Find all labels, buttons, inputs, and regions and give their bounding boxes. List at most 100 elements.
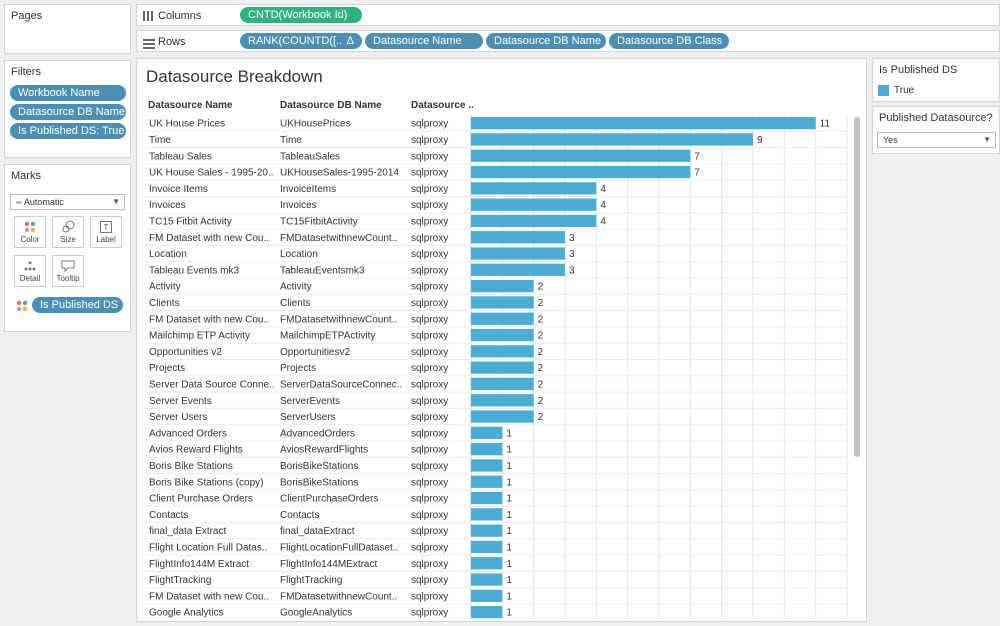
row-datasource-db-class: sqlproxy bbox=[411, 282, 448, 293]
row-datasource-db-name: Clients bbox=[280, 298, 311, 309]
bar bbox=[471, 280, 534, 293]
filters-title: Filters bbox=[11, 66, 41, 78]
marks-label-button[interactable]: T Label bbox=[90, 216, 122, 248]
row-datasource-name: FM Dataset with new Cou.. bbox=[149, 314, 269, 325]
bar-value-label: 1 bbox=[506, 445, 512, 456]
row-datasource-db-class: sqlproxy bbox=[411, 119, 448, 130]
row-datasource-db-name: Invoices bbox=[280, 200, 317, 211]
bar-value-label: 2 bbox=[538, 331, 544, 342]
marks-detail-button[interactable]: Detail bbox=[14, 255, 46, 287]
bar bbox=[471, 540, 503, 554]
row-datasource-db-name: ClientPurchaseOrders bbox=[280, 494, 378, 505]
row-datasource-db-class: sqlproxy bbox=[411, 314, 448, 325]
columns-pill-cntd-workbook-id[interactable]: CNTD(Workbook Id) bbox=[240, 7, 362, 23]
row-datasource-name: Tableau Sales bbox=[149, 151, 212, 162]
row-datasource-db-class: sqlproxy bbox=[411, 265, 448, 276]
marks-size-label: Size bbox=[60, 235, 76, 244]
row-datasource-db-class: sqlproxy bbox=[411, 168, 448, 179]
row-datasource-db-name: FlightLocationFullDataset.. bbox=[280, 542, 398, 553]
bar bbox=[471, 133, 753, 146]
detail-icon bbox=[15, 256, 45, 274]
sort-delta-icon: Δ bbox=[346, 35, 354, 47]
bar-value-label: 11 bbox=[820, 119, 831, 130]
row-datasource-db-name: GoogleAnalytics bbox=[280, 608, 352, 619]
bar-value-label: 4 bbox=[600, 184, 606, 195]
published-datasource-dropdown[interactable]: Yes ▼ bbox=[877, 132, 996, 148]
row-datasource-name: Server Data Source Conne.. bbox=[149, 379, 275, 390]
row-datasource-db-name: Location bbox=[280, 249, 318, 260]
bar-value-label: 3 bbox=[569, 249, 575, 260]
row-datasource-name: Projects bbox=[149, 363, 185, 374]
row-datasource-db-class: sqlproxy bbox=[411, 428, 448, 439]
row-datasource-name: Server Users bbox=[149, 412, 207, 423]
bar bbox=[471, 328, 534, 342]
row-datasource-name: Location bbox=[149, 249, 187, 260]
row-datasource-db-class: sqlproxy bbox=[411, 591, 448, 602]
marks-size-button[interactable]: Size bbox=[52, 216, 84, 248]
row-datasource-db-name: MailchimpETPActivity bbox=[280, 331, 375, 342]
row-datasource-db-name: Contacts bbox=[280, 510, 319, 521]
bar bbox=[471, 508, 503, 521]
row-datasource-name: Advanced Orders bbox=[149, 428, 227, 439]
bar-value-label: 7 bbox=[694, 151, 700, 162]
columns-shelf[interactable]: Columns CNTD(Workbook Id) bbox=[136, 4, 1000, 26]
rows-pill-datasource-name[interactable]: Datasource Name bbox=[365, 33, 483, 49]
mark-type-dropdown[interactable]: ▪▪ Automatic ▼ bbox=[10, 194, 125, 210]
row-datasource-name: FM Dataset with new Cou.. bbox=[149, 233, 269, 244]
row-datasource-db-name: Projects bbox=[280, 363, 316, 374]
bar bbox=[471, 182, 597, 195]
marks-label-label: Label bbox=[96, 235, 116, 244]
bar bbox=[471, 165, 691, 179]
rows-pill-rank-label: RANK(COUNTD([.. bbox=[248, 35, 343, 47]
rows-pill-datasource-db-name[interactable]: Datasource DB Name bbox=[486, 33, 606, 49]
bar-value-label: 2 bbox=[538, 347, 544, 358]
bar-value-label: 2 bbox=[538, 282, 544, 293]
row-datasource-db-class: sqlproxy bbox=[411, 379, 448, 390]
bar-value-label: 1 bbox=[506, 477, 512, 488]
bar bbox=[471, 443, 503, 456]
row-datasource-db-class: sqlproxy bbox=[411, 542, 448, 553]
bar-value-label: 4 bbox=[600, 200, 606, 211]
bar-value-label: 2 bbox=[538, 412, 544, 423]
bar-value-label: 4 bbox=[600, 216, 606, 227]
marks-color-pill-is-published-ds[interactable]: Is Published DS bbox=[32, 297, 123, 313]
filter-pill-datasource-db-name[interactable]: Datasource DB Name bbox=[10, 104, 126, 120]
row-datasource-name: Invoices bbox=[149, 200, 186, 211]
row-datasource-name: FlightTracking bbox=[149, 575, 211, 586]
rows-pill-datasource-db-class[interactable]: Datasource DB Class bbox=[609, 33, 729, 49]
vertical-scrollbar[interactable] bbox=[854, 117, 860, 457]
marks-color-button[interactable]: Color bbox=[14, 216, 46, 248]
marks-color-label: Color bbox=[20, 235, 40, 244]
bar-value-label: 2 bbox=[538, 363, 544, 374]
row-datasource-db-name: FMDatasetwithnewCount.. bbox=[280, 233, 397, 244]
bar bbox=[471, 426, 503, 439]
row-datasource-name: Activity bbox=[149, 282, 181, 293]
bar bbox=[471, 198, 597, 211]
bar-value-label: 1 bbox=[506, 510, 512, 521]
marks-tooltip-button[interactable]: Tooltip bbox=[52, 255, 84, 287]
mark-type-icon: ▪▪ bbox=[16, 198, 24, 207]
row-datasource-db-class: sqlproxy bbox=[411, 559, 448, 570]
bar bbox=[471, 149, 691, 162]
row-datasource-db-name: AdvancedOrders bbox=[280, 428, 355, 439]
bar bbox=[471, 296, 534, 309]
filter-pill-workbook-name[interactable]: Workbook Name bbox=[10, 85, 126, 101]
row-datasource-name: Contacts bbox=[149, 510, 188, 521]
row-datasource-name: UK House Sales - 1995-20.. bbox=[149, 168, 274, 179]
bar-value-label: 2 bbox=[538, 298, 544, 309]
marks-card: Marks ▪▪ Automatic ▼ Color Size T Label … bbox=[4, 164, 131, 332]
row-datasource-db-name: Time bbox=[280, 135, 302, 146]
filter-pill-is-published-ds[interactable]: Is Published DS: True bbox=[10, 123, 126, 139]
row-datasource-db-name: ServerEvents bbox=[280, 396, 340, 407]
row-datasource-db-class: sqlproxy bbox=[411, 445, 448, 456]
row-datasource-db-class: sqlproxy bbox=[411, 575, 448, 586]
size-icon bbox=[53, 217, 83, 235]
rows-pill-rank[interactable]: RANK(COUNTD([.. Δ bbox=[240, 33, 362, 49]
bar bbox=[471, 214, 597, 228]
row-datasource-db-class: sqlproxy bbox=[411, 510, 448, 521]
row-datasource-name: Server Events bbox=[149, 396, 212, 407]
pages-card: Pages bbox=[4, 4, 131, 54]
rows-shelf[interactable]: Rows RANK(COUNTD([.. Δ Datasource Name D… bbox=[136, 30, 1000, 52]
bar bbox=[471, 491, 503, 505]
row-datasource-name: Mailchimp ETP Activity bbox=[149, 331, 250, 342]
